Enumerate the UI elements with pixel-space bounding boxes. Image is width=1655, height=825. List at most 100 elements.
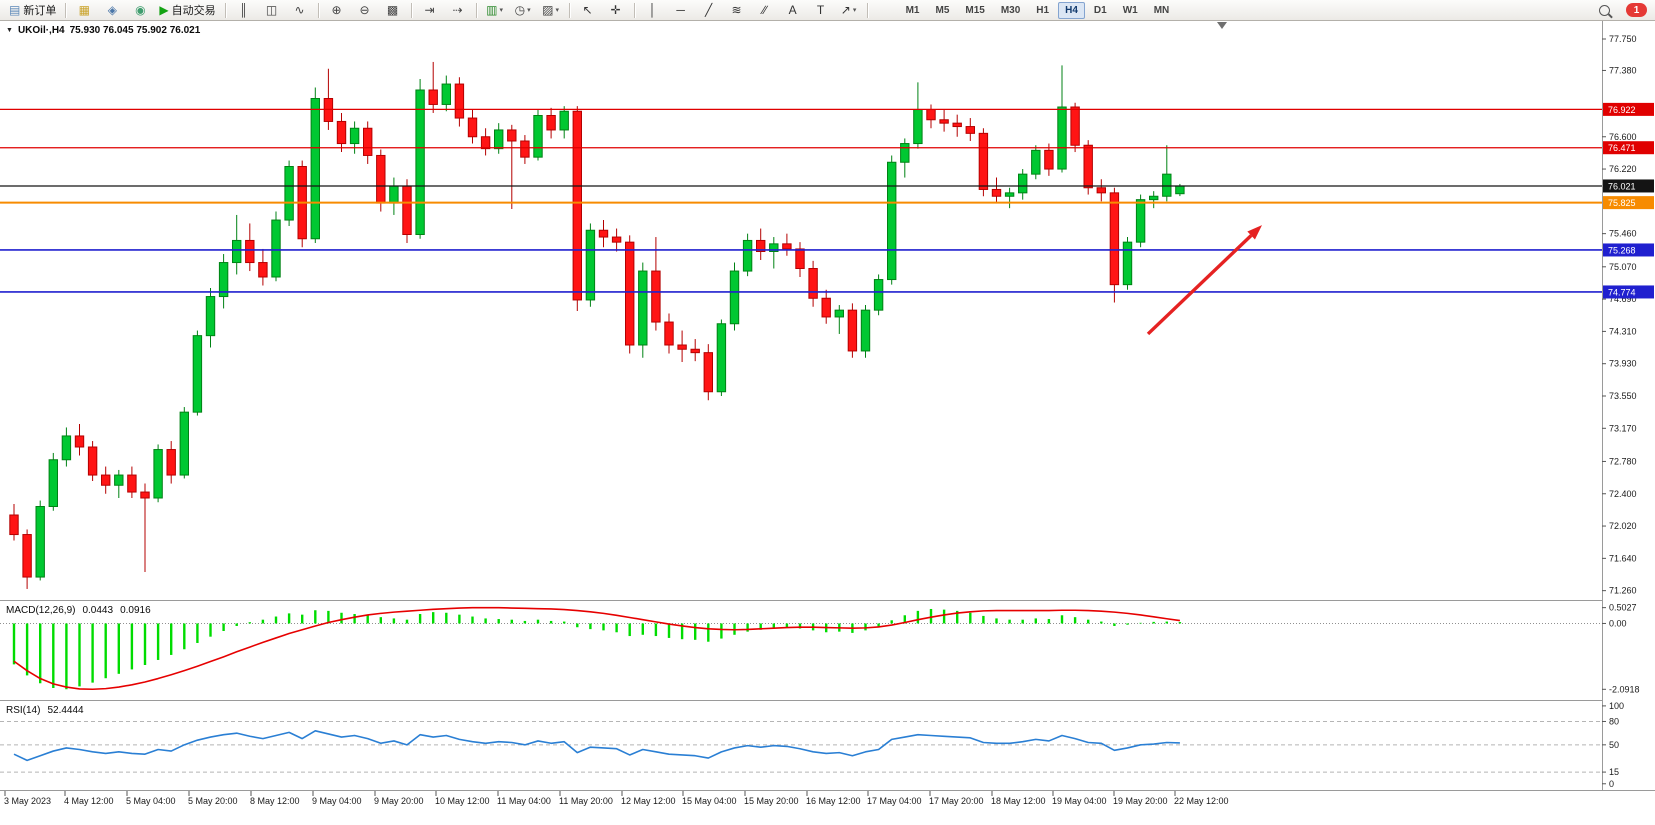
text-button[interactable]: A [780, 1, 806, 20]
crosshair-button[interactable]: ✛ [603, 1, 629, 20]
chart-shift-marker [1217, 22, 1227, 29]
template-button[interactable]: ▨ ▾ [538, 1, 564, 20]
candle [585, 223, 596, 307]
candle [1004, 187, 1015, 209]
line-chart-icon: ∿ [294, 3, 305, 17]
candle-body [179, 411, 190, 476]
candle [533, 109, 543, 161]
terminal-button[interactable]: ◉ [127, 1, 153, 20]
time-tick-label: 12 May 12:00 [621, 796, 676, 806]
price-badge-bg [1603, 243, 1654, 257]
timeframe-h1-button[interactable]: H1 [1036, 4, 1050, 16]
candle-body [598, 229, 609, 238]
auto-scroll-button[interactable]: ⇥ [417, 1, 443, 20]
tile-windows-button[interactable]: ▩ [380, 1, 406, 20]
candle [572, 106, 582, 311]
candle [703, 344, 713, 401]
auto-trading-button[interactable]: ▶ 自动交易 [155, 1, 219, 20]
price-tick-label: 73.170 [1609, 423, 1637, 433]
horizontal-line-button[interactable]: ─ [668, 1, 694, 20]
period-button[interactable]: ◷ ▾ [510, 1, 536, 20]
price-badge-text: 74.774 [1608, 287, 1636, 297]
channel-button[interactable]: ≋ [724, 1, 750, 20]
price-badge-76.471: 76.471 [1603, 141, 1654, 155]
line-chart-button[interactable]: ∿ [287, 1, 313, 20]
timeframe-h4-button[interactable]: H4 [1058, 1, 1085, 19]
timeframe-m1-button[interactable]: M1 [905, 4, 920, 16]
price-tick-label: 76.220 [1609, 164, 1637, 174]
candle-body [1109, 192, 1120, 286]
navigator-button[interactable]: ◈ [99, 1, 125, 20]
price-badge-bg [1603, 102, 1654, 116]
candle [926, 104, 936, 129]
timeframe-w1-button[interactable]: W1 [1122, 4, 1138, 16]
time-tick-label: 17 May 20:00 [929, 796, 984, 806]
candle-body [61, 435, 72, 461]
price-badge-text: 76.021 [1608, 181, 1636, 191]
caret-down-icon: ▾ [555, 7, 559, 14]
candle-body [860, 309, 871, 352]
candle-body [376, 154, 386, 204]
timeframe-mn-button[interactable]: MN [1153, 4, 1170, 16]
candle-body [651, 270, 661, 323]
fibonacci-button[interactable]: ∕∕ [752, 1, 778, 20]
candle [664, 313, 674, 354]
text-label-button[interactable]: T [808, 1, 834, 20]
time-tick-label: 15 May 04:00 [682, 796, 737, 806]
bar-chart-button[interactable]: ║ [231, 1, 257, 20]
zoom-in-button[interactable]: ⊕ [324, 1, 350, 20]
candle [520, 135, 530, 164]
candle [860, 305, 871, 358]
cursor-button[interactable]: ↖ [575, 1, 601, 20]
candle [991, 177, 1002, 204]
candle-body [887, 161, 897, 281]
candle-body [494, 129, 504, 150]
zoom-in-icon: ⊕ [331, 3, 342, 17]
timeframe-m30-button[interactable]: M30 [1000, 4, 1021, 16]
price-badge-75.825: 75.825 [1603, 196, 1654, 210]
trend-arrow-head [1247, 225, 1262, 240]
time-tick-label: 8 May 12:00 [250, 796, 300, 806]
price-badge-75.268: 75.268 [1603, 243, 1654, 257]
candlestick-chart-button[interactable]: ◫ [259, 1, 285, 20]
search-button[interactable] [1591, 1, 1617, 20]
candle [363, 121, 373, 164]
candle-body [572, 110, 582, 301]
chart-shift-button[interactable]: ⇢ [445, 1, 471, 20]
notification-badge[interactable]: 1 [1626, 3, 1647, 17]
candle-body [756, 239, 766, 252]
market-watch-button[interactable]: ▦ [71, 1, 97, 20]
candle-body [480, 136, 491, 150]
zoom-out-button[interactable]: ⊖ [352, 1, 378, 20]
candle [769, 237, 779, 269]
trend-arrow[interactable] [1146, 225, 1262, 336]
macd-value-main: 0.0443 [82, 605, 114, 616]
new-chart-button[interactable]: ▥ ▾ [482, 1, 508, 20]
time-tick-label: 17 May 04:00 [867, 796, 922, 806]
price-tick-label: 72.780 [1609, 456, 1637, 466]
candle-body [900, 143, 910, 163]
price-tick-label: 73.550 [1609, 391, 1637, 401]
timeframe-m5-button[interactable]: M5 [935, 4, 950, 16]
price-tick-label: 77.750 [1609, 34, 1637, 44]
candles-layer [9, 61, 1185, 589]
ohlc-expand-icon[interactable]: ▼ [6, 27, 13, 34]
candle [808, 260, 818, 307]
candle-body [245, 239, 255, 264]
candle [494, 123, 504, 154]
candle [978, 128, 989, 197]
timeframe-m15-button[interactable]: M15 [965, 4, 985, 16]
shapes-button[interactable]: ↗ ▾ [836, 1, 862, 20]
candle [716, 319, 727, 396]
trendline-button[interactable]: ╱ [696, 1, 722, 20]
candle [690, 339, 700, 362]
toolbar-separator [568, 2, 570, 18]
new-order-button[interactable]: ▤ 新订单 [5, 1, 60, 20]
vertical-line-button[interactable]: │ [640, 1, 666, 20]
cursor-icon: ↖ [582, 3, 593, 17]
candle-body [467, 117, 478, 138]
price-tick-label: 75.460 [1609, 229, 1637, 239]
timeframe-d1-button[interactable]: D1 [1093, 4, 1107, 16]
